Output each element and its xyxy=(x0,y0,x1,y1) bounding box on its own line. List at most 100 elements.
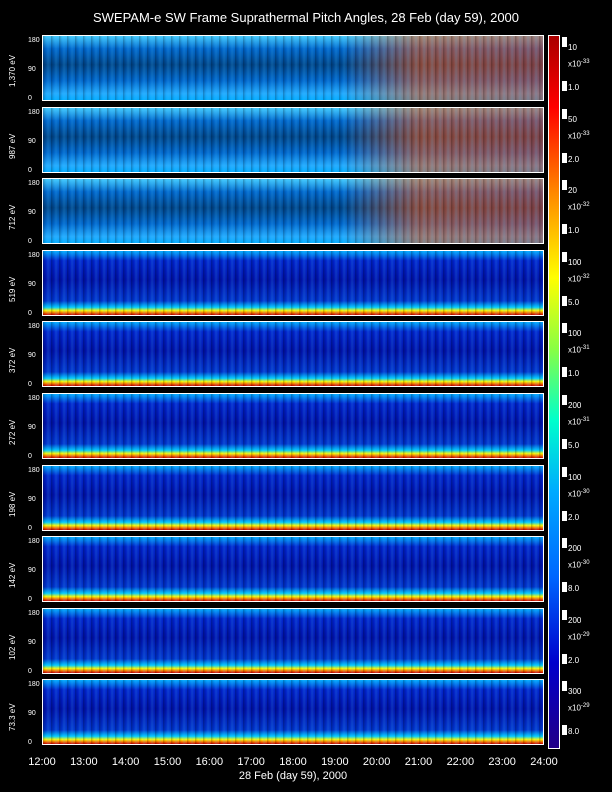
energy-label: 987 eV xyxy=(8,133,17,159)
scale-unit: x10-30 xyxy=(568,488,590,499)
scale-unit: x10-32 xyxy=(568,273,590,284)
scale-max: 300 xyxy=(568,687,582,697)
y-tick-label: 0 xyxy=(28,524,32,532)
y-tick-label: 0 xyxy=(28,166,32,174)
spectrogram-panel xyxy=(42,106,544,173)
y-tick-label: 90 xyxy=(28,638,36,646)
colorbar-tick xyxy=(562,367,567,378)
energy-label: 73.3 eV xyxy=(8,703,17,732)
scale-min: 8.0 xyxy=(568,584,580,594)
y-tick-label: 180 xyxy=(28,108,40,116)
scale-max: 50 xyxy=(568,114,577,124)
scale-max: 100 xyxy=(568,329,582,339)
y-tick-label: 180 xyxy=(28,37,40,44)
scale-min: 8.0 xyxy=(568,727,580,737)
energy-label: 272 eV xyxy=(8,419,17,445)
colorbar-tick xyxy=(562,609,567,620)
colorbar xyxy=(548,35,560,749)
y-tick-label: 180 xyxy=(28,395,40,402)
x-tick-label: 20:00 xyxy=(362,756,391,768)
y-tick-label: 90 xyxy=(28,137,36,145)
y-tick-label: 0 xyxy=(28,309,32,317)
y-tick-label: 0 xyxy=(28,95,32,102)
x-tick-label: 19:00 xyxy=(321,756,349,768)
spectrogram-panel xyxy=(42,35,544,101)
colorbar-tick xyxy=(562,681,567,692)
colorbar-tick xyxy=(562,395,567,405)
scale-unit: x10-33 xyxy=(568,59,590,69)
colorbar-tick xyxy=(562,180,567,191)
spectrogram-panel xyxy=(42,321,544,388)
scale-unit: x10-30 xyxy=(568,560,590,570)
y-tick-label: 180 xyxy=(28,180,40,188)
scale-unit: x10-32 xyxy=(568,202,590,212)
y-tick-label: 180 xyxy=(28,609,40,617)
y-tick-label: 180 xyxy=(28,323,40,331)
scale-min: 1.0 xyxy=(568,226,580,236)
y-tick-label: 0 xyxy=(28,381,32,389)
y-tick-label: 90 xyxy=(28,352,36,360)
x-tick-label: 21:00 xyxy=(404,756,433,768)
y-tick-label: 90 xyxy=(28,424,36,431)
y-tick-label: 90 xyxy=(28,209,36,217)
x-tick-label: 18:00 xyxy=(279,756,307,768)
scale-min: 1.0 xyxy=(568,369,580,379)
chart-title: SWEPAM-e SW Frame Suprathermal Pitch Ang… xyxy=(92,10,520,25)
colorbar-tick xyxy=(562,323,567,334)
colorbar-tick xyxy=(562,653,567,664)
colorbar-tick xyxy=(562,439,567,449)
scale-exponent: -32 xyxy=(580,202,590,209)
x-tick-label: 16:00 xyxy=(195,756,224,768)
scale-min: 5.0 xyxy=(568,441,580,450)
x-axis-label: 28 Feb (day 59), 2000 xyxy=(238,770,348,782)
colorbar-tick xyxy=(562,81,567,91)
x-tick-label: 15:00 xyxy=(153,756,182,768)
scale-exponent: -30 xyxy=(580,488,590,495)
spectrogram-panel xyxy=(42,393,544,459)
spectrogram-panel xyxy=(42,178,544,245)
scale-exponent: -31 xyxy=(580,417,590,423)
y-tick-label: 90 xyxy=(28,280,36,288)
colorbar-tick xyxy=(562,251,567,262)
scale-max: 200 xyxy=(568,615,582,625)
scale-exponent: -31 xyxy=(580,345,590,352)
x-tick-label: 13:00 xyxy=(70,756,98,768)
y-tick-label: 90 xyxy=(28,567,36,575)
spectrogram-panel xyxy=(42,607,544,674)
scale-max: 200 xyxy=(568,401,582,410)
energy-label: 198 eV xyxy=(8,491,17,517)
scale-min: 5.0 xyxy=(568,297,580,307)
y-tick-label: 0 xyxy=(28,238,32,246)
scale-unit: x10-29 xyxy=(568,631,590,642)
y-tick-label: 90 xyxy=(28,495,36,503)
scale-exponent: -32 xyxy=(580,273,590,280)
scale-unit: x10-29 xyxy=(568,703,590,714)
x-tick-label: 17:00 xyxy=(237,756,265,768)
y-tick-label: 90 xyxy=(28,66,36,73)
spectrogram-panel xyxy=(42,536,544,603)
colorbar-tick xyxy=(562,37,567,47)
y-tick-label: 180 xyxy=(28,681,40,689)
scale-min: 2.0 xyxy=(568,512,580,522)
colorbar-tick xyxy=(562,295,567,306)
scale-min: 2.0 xyxy=(568,655,580,665)
y-tick-label: 90 xyxy=(28,710,36,718)
colorbar-tick xyxy=(562,466,567,477)
scale-unit: x10-33 xyxy=(568,130,590,141)
y-tick-label: 0 xyxy=(28,453,32,460)
scale-min: 1.0 xyxy=(568,83,580,92)
y-tick-label: 180 xyxy=(28,466,40,474)
colorbar-tick xyxy=(562,152,567,163)
y-tick-label: 0 xyxy=(28,667,32,675)
y-tick-label: 180 xyxy=(28,538,40,546)
energy-label: 712 eV xyxy=(8,204,17,231)
colorbar-tick xyxy=(562,538,567,549)
scale-unit: x10-31 xyxy=(568,345,590,356)
scale-max: 200 xyxy=(568,544,582,554)
scale-exponent: -33 xyxy=(580,59,590,65)
spectrogram-panel xyxy=(42,249,544,316)
spectrogram-panel xyxy=(42,679,544,746)
energy-label: 519 eV xyxy=(8,276,17,302)
colorbar-tick xyxy=(562,582,567,593)
